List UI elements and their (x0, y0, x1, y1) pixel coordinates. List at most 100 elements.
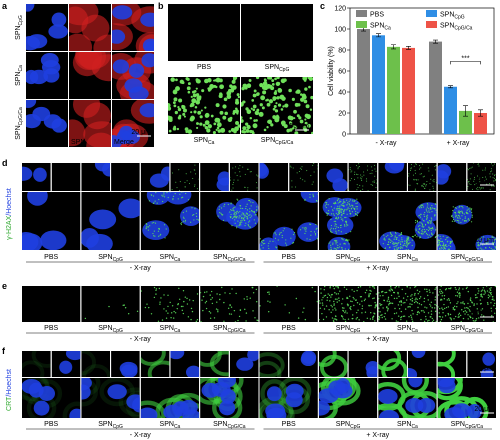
focus (455, 219, 457, 221)
focus (336, 209, 338, 211)
focus (414, 286, 416, 288)
cell (306, 123, 311, 128)
focus (353, 215, 355, 217)
focus (440, 240, 442, 243)
focus (296, 172, 298, 174)
focus (431, 251, 432, 252)
focus (441, 252, 442, 253)
focus (339, 290, 341, 292)
focus (399, 251, 400, 252)
nucleus (81, 227, 99, 248)
focus (387, 308, 389, 310)
legend-label-sub: CpG (454, 15, 464, 21)
focus (426, 217, 428, 219)
focus (235, 212, 238, 214)
focus (437, 242, 438, 244)
focus (344, 318, 346, 321)
focus (438, 242, 440, 244)
focus (255, 288, 258, 291)
focus (387, 296, 390, 299)
focus (353, 298, 355, 300)
error-bar (448, 85, 453, 89)
focus (485, 178, 487, 180)
focus (248, 220, 251, 222)
y-tick-label: 100 (334, 27, 346, 34)
focus (330, 230, 332, 232)
focus (432, 228, 434, 230)
focus (291, 228, 293, 230)
focus (398, 246, 400, 249)
group-label: + X-ray (366, 265, 389, 272)
focus (428, 234, 430, 236)
focus (335, 293, 338, 295)
focus (420, 173, 422, 175)
focus (460, 205, 462, 207)
cell (231, 79, 236, 84)
nucleus (482, 352, 496, 366)
focus (422, 233, 424, 235)
focus (467, 181, 469, 183)
micrograph (200, 378, 259, 418)
cell (309, 108, 313, 111)
focus (443, 303, 445, 306)
panel-label: b (158, 1, 164, 11)
focus (483, 252, 484, 253)
focus (428, 289, 431, 291)
membrane (81, 351, 97, 376)
focus (434, 288, 436, 291)
focus (360, 190, 362, 191)
focus (444, 251, 445, 252)
focus (403, 240, 406, 242)
focus (351, 289, 353, 291)
focus (442, 235, 444, 237)
focus (451, 215, 453, 217)
focus (494, 247, 496, 249)
legend-label: SPNCpG (440, 12, 465, 21)
panel-label: f (2, 346, 6, 356)
focus (434, 299, 436, 301)
condition-label-base: SPN (160, 421, 174, 428)
cell (182, 112, 186, 116)
focus (363, 321, 365, 322)
condition-label: SPNCpG/Ca (451, 421, 484, 430)
focus (323, 308, 326, 310)
focus (376, 179, 378, 181)
focus (228, 313, 231, 315)
focus (426, 181, 428, 183)
focus (186, 303, 189, 305)
focus (464, 310, 467, 312)
focus (311, 183, 313, 185)
focus (433, 251, 434, 252)
focus (439, 255, 440, 256)
focus (393, 297, 396, 300)
micrograph (81, 351, 111, 377)
focus (241, 207, 244, 210)
focus (497, 250, 498, 251)
cell (246, 83, 252, 89)
nucleus (26, 4, 35, 12)
focus (217, 309, 219, 311)
focus (189, 183, 191, 185)
focus (458, 220, 460, 222)
focus (305, 230, 307, 232)
focus (325, 316, 328, 318)
membrane (437, 378, 463, 401)
focus (456, 215, 458, 217)
focus (342, 318, 344, 320)
focus (420, 310, 423, 312)
focus (409, 298, 412, 301)
focus (169, 192, 171, 193)
focus (232, 187, 234, 189)
micrograph (81, 192, 140, 250)
focus (386, 300, 389, 302)
focus (333, 287, 335, 290)
focus (252, 201, 254, 204)
focus (329, 241, 331, 243)
focus (247, 218, 249, 220)
focus (425, 318, 427, 320)
focus (418, 291, 421, 293)
focus (471, 214, 473, 216)
image-bg (140, 286, 200, 322)
cytoplasm (72, 100, 101, 118)
focus (186, 297, 188, 300)
